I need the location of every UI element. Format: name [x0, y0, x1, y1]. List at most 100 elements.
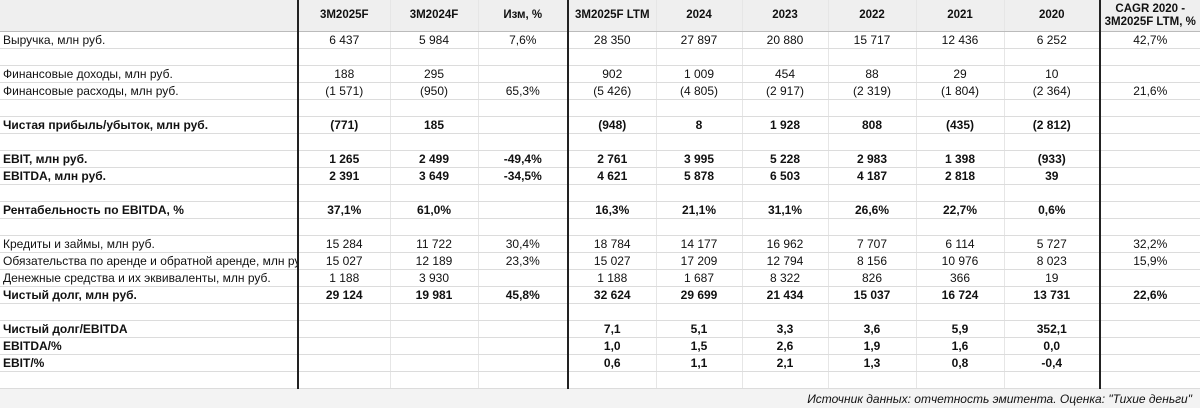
cell — [390, 184, 479, 202]
cell: 6 437 — [298, 31, 391, 49]
data-row: Финансовые расходы, млн руб. (1 571) (950)… — [0, 82, 1200, 100]
row-label — [0, 303, 299, 321]
cell — [1100, 167, 1200, 185]
cell: 88 — [828, 65, 917, 83]
cell: 3,3 — [742, 320, 829, 338]
cell: 65,3% — [478, 82, 569, 100]
cell — [742, 371, 829, 389]
cell — [916, 218, 1005, 236]
cell: 7,1 — [568, 320, 657, 338]
cell — [1100, 218, 1200, 236]
cell: (1 804) — [916, 82, 1005, 100]
cell: 1,9 — [828, 337, 917, 355]
cell — [828, 99, 917, 117]
cell: 352,1 — [1004, 320, 1101, 338]
cell: 5 228 — [742, 150, 829, 168]
cell — [916, 99, 1005, 117]
cell: 29 — [916, 65, 1005, 83]
cell: (2 319) — [828, 82, 917, 100]
cell — [828, 371, 917, 389]
cell — [298, 48, 391, 66]
cell — [390, 133, 479, 151]
cell — [1100, 65, 1200, 83]
cell — [298, 320, 391, 338]
cell — [1004, 48, 1101, 66]
cell — [568, 48, 657, 66]
cell: 8 322 — [742, 269, 829, 287]
cell: (2 364) — [1004, 82, 1101, 100]
cell — [568, 303, 657, 321]
cell: 15,9% — [1100, 252, 1200, 270]
cell: 32 624 — [568, 286, 657, 304]
cell: 12 436 — [916, 31, 1005, 49]
cell: 15 037 — [828, 286, 917, 304]
row-label: Финансовые доходы, млн руб. — [0, 65, 299, 83]
cell: 5 878 — [656, 167, 743, 185]
cell: (5 426) — [568, 82, 657, 100]
cell: 21,6% — [1100, 82, 1200, 100]
cell: 5,9 — [916, 320, 1005, 338]
cell: 22,6% — [1100, 286, 1200, 304]
cell — [916, 48, 1005, 66]
cell: -0,4 — [1004, 354, 1101, 372]
cell — [1004, 99, 1101, 117]
cell: 8 — [656, 116, 743, 134]
cell — [916, 371, 1005, 389]
blank-row — [0, 303, 1200, 321]
cell: 23,3% — [478, 252, 569, 270]
cell — [478, 303, 569, 321]
cell: 1 188 — [298, 269, 391, 287]
cell: 1,5 — [656, 337, 743, 355]
cell — [1100, 303, 1200, 321]
cell: 16 724 — [916, 286, 1005, 304]
cell: 16,3% — [568, 201, 657, 219]
cell — [298, 99, 391, 117]
cell: 1 188 — [568, 269, 657, 287]
cell: 3 995 — [656, 150, 743, 168]
cell: 2 391 — [298, 167, 391, 185]
cell: 27 897 — [656, 31, 743, 49]
corner-cell — [0, 0, 299, 32]
row-label: Чистая прибыль/убыток, млн руб. — [0, 116, 299, 134]
cell — [478, 337, 569, 355]
cell: 902 — [568, 65, 657, 83]
cell: 4 187 — [828, 167, 917, 185]
cell: 188 — [298, 65, 391, 83]
cell — [1004, 133, 1101, 151]
cell: 18 784 — [568, 235, 657, 253]
cell — [1100, 99, 1200, 117]
cell: 0,8 — [916, 354, 1005, 372]
column-header: 2022 — [828, 0, 917, 32]
cell: (1 571) — [298, 82, 391, 100]
cell — [390, 303, 479, 321]
column-header: 2020 — [1004, 0, 1101, 32]
cell — [390, 320, 479, 338]
cell — [1100, 354, 1200, 372]
cell: 4 621 — [568, 167, 657, 185]
cell — [1100, 133, 1200, 151]
cell: 8 023 — [1004, 252, 1101, 270]
column-header: CAGR 2020 - 3M2025F LTM, % — [1100, 0, 1200, 32]
cell — [742, 48, 829, 66]
cell — [1100, 337, 1200, 355]
row-label — [0, 133, 299, 151]
cell: 3 930 — [390, 269, 479, 287]
cell — [478, 371, 569, 389]
cell — [298, 218, 391, 236]
cell: 21,1% — [656, 201, 743, 219]
cell: (933) — [1004, 150, 1101, 168]
cell: 12 794 — [742, 252, 829, 270]
blank-row — [0, 184, 1200, 202]
cell — [298, 354, 391, 372]
data-row: EBITDA, млн руб. 2 391 3 649 -34,5% 4 621 5 8… — [0, 167, 1200, 185]
cell: 15 284 — [298, 235, 391, 253]
column-header: 3M2024F — [390, 0, 479, 32]
row-label — [0, 218, 299, 236]
cell: (2 917) — [742, 82, 829, 100]
cell: 2,6 — [742, 337, 829, 355]
row-label: Рентабельность по EBITDA, % — [0, 201, 299, 219]
cell: 20 880 — [742, 31, 829, 49]
cell — [1100, 269, 1200, 287]
data-row: Кредиты и займы, млн руб. 15 284 11 722 30,… — [0, 235, 1200, 253]
row-label: Финансовые расходы, млн руб. — [0, 82, 299, 100]
